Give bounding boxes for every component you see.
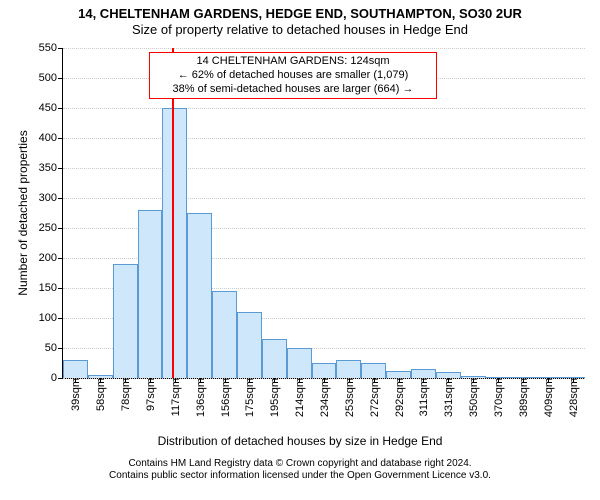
- y-tick-label: 300: [39, 192, 63, 204]
- x-tick-label: 175sqm: [242, 378, 256, 417]
- y-tick-label: 400: [39, 132, 63, 144]
- x-tick-label: 370sqm: [491, 378, 505, 417]
- histogram-bar: [312, 363, 337, 378]
- x-tick-label: 350sqm: [466, 378, 480, 417]
- x-tick-label: 331sqm: [441, 378, 455, 417]
- x-tick-label: 292sqm: [392, 378, 406, 417]
- y-tick-label: 450: [39, 102, 63, 114]
- x-tick-label: 389sqm: [516, 378, 530, 417]
- x-tick-label: 272sqm: [367, 378, 381, 417]
- y-tick-label: 100: [39, 312, 63, 324]
- x-tick-label: 58sqm: [93, 378, 107, 411]
- grid-line: [63, 48, 585, 49]
- x-tick-label: 195sqm: [267, 378, 281, 417]
- y-tick-label: 550: [39, 42, 63, 54]
- y-tick-label: 0: [51, 372, 63, 384]
- annotation-line: 14 CHELTENHAM GARDENS: 124sqm: [154, 55, 432, 69]
- grid-line: [63, 198, 585, 199]
- x-tick-label: 428sqm: [566, 378, 580, 417]
- x-tick-label: 97sqm: [143, 378, 157, 411]
- annotation-line: 38% of semi-detached houses are larger (…: [154, 83, 432, 97]
- chart-container: 14, CHELTENHAM GARDENS, HEDGE END, SOUTH…: [0, 0, 600, 500]
- histogram-bar: [287, 348, 312, 378]
- attribution: Contains HM Land Registry data © Crown c…: [0, 458, 600, 482]
- plot-area: 05010015020025030035040045050055039sqm58…: [62, 48, 585, 379]
- x-tick-label: 117sqm: [168, 378, 182, 416]
- x-tick-label: 253sqm: [342, 378, 356, 417]
- histogram-bar: [361, 363, 386, 378]
- y-tick-label: 150: [39, 282, 63, 294]
- y-axis-label: Number of detached properties: [16, 130, 30, 295]
- y-tick-label: 500: [39, 72, 63, 84]
- page-subtitle: Size of property relative to detached ho…: [0, 22, 600, 38]
- x-tick-label: 409sqm: [541, 378, 555, 417]
- annotation-line: ← 62% of detached houses are smaller (1,…: [154, 69, 432, 83]
- grid-line: [63, 108, 585, 109]
- y-tick-label: 200: [39, 252, 63, 264]
- x-tick-label: 214sqm: [292, 378, 306, 417]
- x-tick-label: 156sqm: [218, 378, 232, 417]
- y-tick-label: 350: [39, 162, 63, 174]
- x-axis-label: Distribution of detached houses by size …: [0, 434, 600, 448]
- histogram-bar: [386, 371, 411, 378]
- attribution-line-2: Contains public sector information licen…: [0, 470, 600, 482]
- histogram-bar: [162, 108, 187, 378]
- histogram-bar: [187, 213, 212, 378]
- x-tick-label: 234sqm: [317, 378, 331, 417]
- histogram-bar: [237, 312, 262, 378]
- histogram-bar: [411, 369, 436, 378]
- annotation-box: 14 CHELTENHAM GARDENS: 124sqm← 62% of de…: [149, 52, 437, 99]
- histogram-bar: [212, 291, 237, 378]
- x-tick-label: 39sqm: [68, 378, 82, 411]
- page-title: 14, CHELTENHAM GARDENS, HEDGE END, SOUTH…: [0, 6, 600, 22]
- histogram-bar: [262, 339, 287, 378]
- x-tick-label: 311sqm: [416, 378, 430, 416]
- y-tick-label: 250: [39, 222, 63, 234]
- histogram-bar: [138, 210, 163, 378]
- y-tick-label: 50: [45, 342, 63, 354]
- histogram-bar: [63, 360, 88, 378]
- attribution-line-1: Contains HM Land Registry data © Crown c…: [0, 458, 600, 470]
- x-tick-label: 78sqm: [118, 378, 132, 411]
- grid-line: [63, 168, 585, 169]
- histogram-bar: [336, 360, 361, 378]
- x-tick-label: 136sqm: [193, 378, 207, 417]
- histogram-bar: [113, 264, 138, 378]
- grid-line: [63, 138, 585, 139]
